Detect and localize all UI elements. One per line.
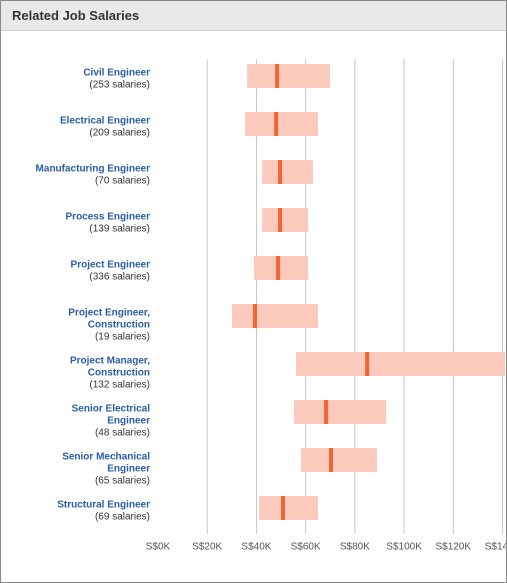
x-tick-label: S$0K	[146, 542, 171, 553]
salary-count: (48 salaries)	[95, 428, 150, 439]
salary-count: (19 salaries)	[95, 332, 150, 343]
job-title[interactable]: Process Engineer	[66, 212, 151, 223]
panel-title: Related Job Salaries	[1, 1, 506, 31]
salary-range	[232, 304, 318, 328]
median-marker	[281, 496, 286, 520]
salary-range	[296, 352, 505, 376]
median-marker	[365, 352, 370, 376]
job-title[interactable]: Manufacturing Engineer	[36, 164, 151, 175]
salary-count: (132 salaries)	[89, 380, 150, 391]
salary-range	[245, 112, 318, 136]
job-title[interactable]: Electrical Engineer	[60, 116, 150, 127]
x-tick-label: S$20K	[192, 542, 222, 553]
median-marker	[276, 256, 281, 280]
median-marker	[278, 160, 283, 184]
job-title[interactable]: Construction	[88, 320, 150, 331]
salary-range	[259, 496, 318, 520]
salary-count: (65 salaries)	[95, 476, 150, 487]
x-tick-label: S$120K	[436, 542, 472, 553]
job-title[interactable]: Project Engineer	[71, 260, 151, 271]
salary-count: (253 salaries)	[89, 80, 150, 91]
chart: S$0K S$20K S$40K S$60K S$80K S$100K S$120K S$14…	[36, 59, 506, 553]
x-tick-label: S$140K	[485, 542, 506, 553]
x-tick-label: S$60K	[291, 542, 321, 553]
salary-count: (69 salaries)	[95, 512, 150, 523]
job-title[interactable]: Project Engineer,	[68, 308, 150, 319]
median-marker	[324, 400, 329, 424]
salary-range	[294, 400, 387, 424]
salary-count: (70 salaries)	[95, 176, 150, 187]
salary-range	[300, 448, 378, 472]
salary-range	[262, 160, 314, 184]
salary-count: (336 salaries)	[89, 272, 150, 283]
x-tick-label: S$100K	[386, 542, 422, 553]
job-title[interactable]: Engineer	[107, 416, 150, 427]
salary-count: (209 salaries)	[89, 128, 150, 139]
salary-count: (139 salaries)	[89, 224, 150, 235]
job-title[interactable]: Project Manager,	[70, 356, 150, 367]
job-title[interactable]: Construction	[88, 368, 150, 379]
salary-range	[247, 64, 331, 88]
job-title[interactable]: Senior Electrical	[72, 404, 151, 415]
job-title[interactable]: Senior Mechanical	[62, 452, 150, 463]
x-tick-label: S$40K	[241, 542, 271, 553]
median-marker	[275, 64, 280, 88]
salary-range	[262, 208, 309, 232]
median-marker	[274, 112, 279, 136]
x-tick-label: S$80K	[340, 542, 370, 553]
median-marker	[278, 208, 283, 232]
job-title[interactable]: Engineer	[107, 464, 150, 475]
job-title[interactable]: Civil Engineer	[83, 68, 150, 79]
median-marker	[252, 304, 257, 328]
job-title[interactable]: Structural Engineer	[57, 500, 150, 511]
median-marker	[329, 448, 334, 472]
salary-range	[253, 256, 309, 280]
